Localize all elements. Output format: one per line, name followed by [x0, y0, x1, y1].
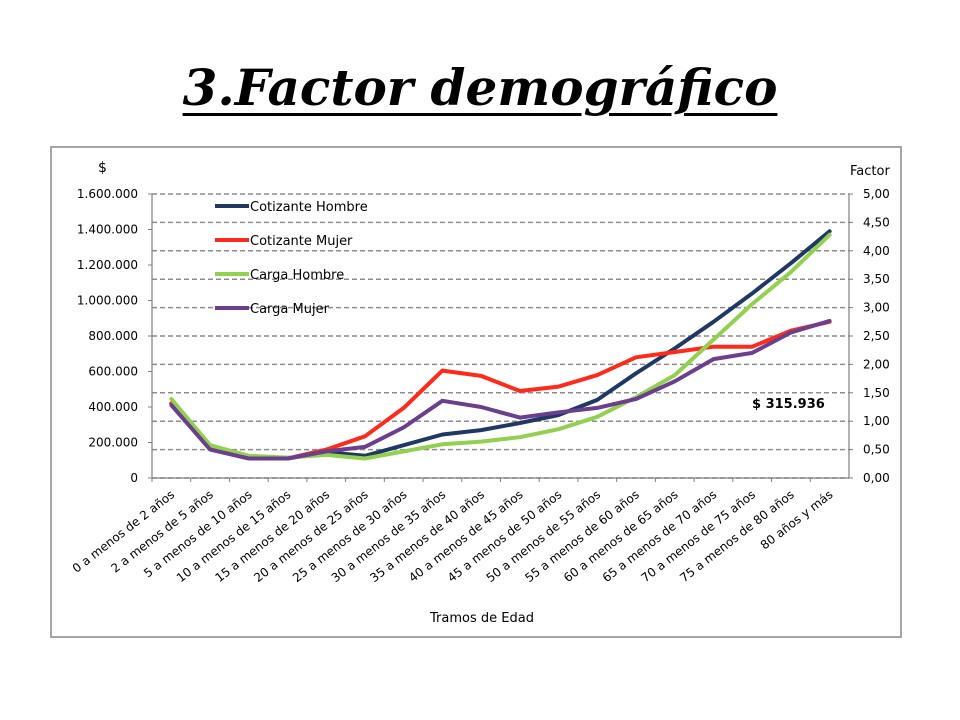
y-right-tick-label: 1,50 — [863, 386, 890, 400]
y-left-tick-label: 0 — [130, 471, 138, 485]
y-left-tick-label: 1.600.000 — [77, 187, 138, 201]
y-right-tick-label: 0,50 — [863, 443, 890, 457]
series-lines — [169, 229, 832, 461]
x-axis-label: Tramos de Edad — [429, 611, 534, 626]
x-tick-label: 80 años y más — [758, 487, 836, 552]
y-left-tick-label: 600.000 — [88, 365, 138, 379]
y-left-tick-label: 200.000 — [88, 436, 138, 450]
y-right-tick-label: 1,00 — [863, 414, 890, 428]
axes: 0 200.000 400.000 600.000 800.000 1.000.000 1.… — [70, 187, 890, 585]
legend: Cotizante Hombre Cotizante Mujer Carga Hom… — [215, 200, 368, 317]
y-left-tick-label: 1.400.000 — [77, 223, 138, 237]
y-left-tick-label: 800.000 — [88, 329, 138, 343]
y-right-tick-label: 3,50 — [863, 272, 890, 286]
slide-title: 3.Factor demográfico — [0, 58, 960, 117]
y-right-tick-label: 2,50 — [863, 329, 890, 343]
y-left-tick-label: 400.000 — [88, 400, 138, 414]
y-right-tick-label: 5,00 — [863, 187, 890, 201]
legend-label: Carga Hombre — [250, 268, 344, 283]
y-left-tick-label: 1.000.000 — [77, 294, 138, 308]
series-line-carga-mujer — [169, 318, 832, 461]
chart-frame: 0 200.000 400.000 600.000 800.000 1.000.000 1.… — [50, 146, 902, 638]
y-right-tick-label: 3,00 — [863, 301, 890, 315]
y-axis-right-label: Factor — [850, 164, 890, 179]
value-annotation: $ 315.936 — [752, 397, 825, 412]
y-right-tick-label: 2,00 — [863, 357, 890, 371]
gridlines — [152, 193, 849, 479]
y-right-tick-label: 0,00 — [863, 471, 890, 485]
legend-label: Carga Mujer — [250, 302, 330, 317]
y-right-tick-label: 4,00 — [863, 244, 890, 258]
line-chart: 0 200.000 400.000 600.000 800.000 1.000.000 1.… — [70, 160, 891, 626]
legend-label: Cotizante Hombre — [250, 200, 368, 215]
legend-label: Cotizante Mujer — [250, 234, 353, 249]
y-axis-left-label: $ — [98, 160, 107, 176]
y-right-tick-label: 4,50 — [863, 215, 890, 229]
y-left-tick-label: 1.200.000 — [77, 258, 138, 272]
slide-title-text: 3.Factor demográfico — [182, 58, 778, 117]
